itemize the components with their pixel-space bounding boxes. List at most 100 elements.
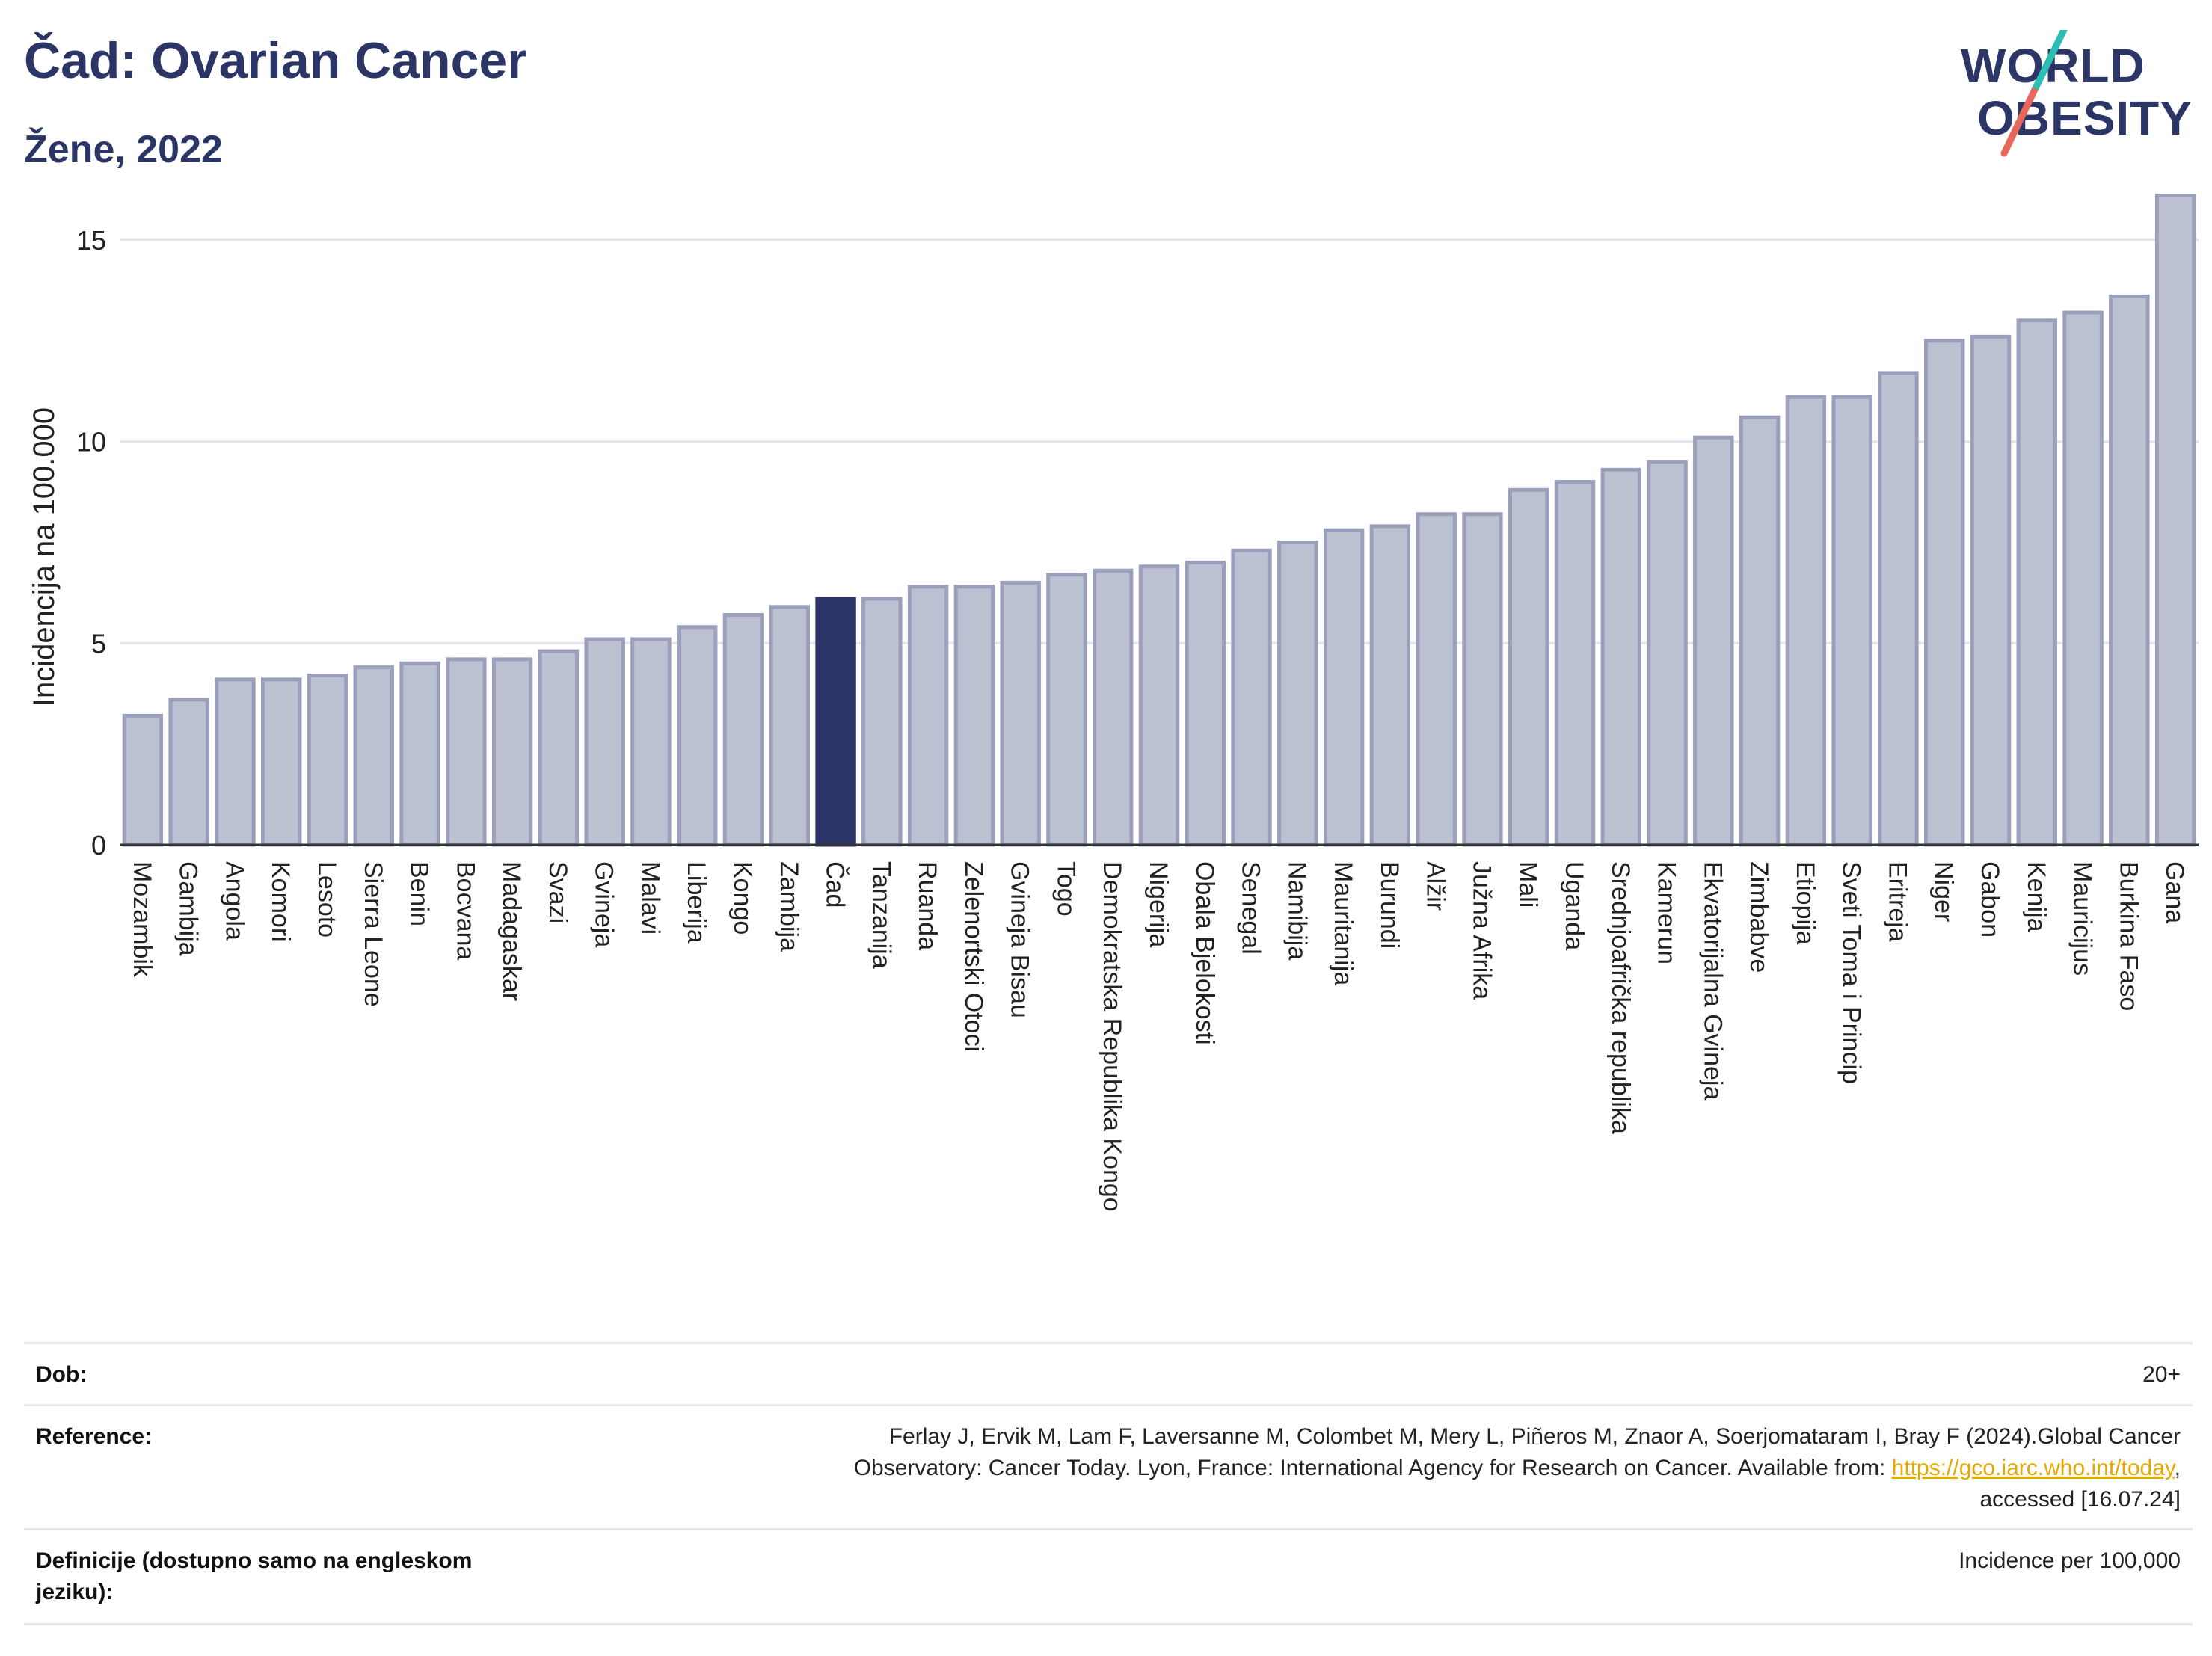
logo-slash-top bbox=[2030, 30, 2068, 95]
bar bbox=[1185, 560, 1226, 847]
bar bbox=[1277, 540, 1318, 847]
x-tick-label: Ekvatorijalna Gvineja bbox=[1698, 861, 1727, 1100]
bar bbox=[769, 605, 810, 847]
x-tick-label: Demokratska Republika Kongo bbox=[1098, 861, 1126, 1212]
y-tick-label: 5 bbox=[91, 628, 106, 659]
x-tick-label: Mali bbox=[1514, 861, 1542, 908]
bar bbox=[307, 673, 348, 847]
y-tick-label: 15 bbox=[76, 225, 106, 256]
bar bbox=[1093, 568, 1134, 847]
y-axis-label: Incidencija na 100.000 bbox=[28, 407, 61, 707]
x-tick-label: Zimbabve bbox=[1745, 861, 1773, 973]
bar bbox=[1046, 573, 1087, 847]
reference-link[interactable]: https://gco.iarc.who.int/today bbox=[1891, 1456, 2175, 1480]
x-tick-label: Malavi bbox=[636, 861, 664, 935]
bar bbox=[1416, 512, 1457, 847]
x-tick-label: Obala Bjelokosti bbox=[1191, 861, 1219, 1045]
meta-row-definitions: Definicije (dostupno samo na engleskom j… bbox=[24, 1528, 2193, 1625]
bar bbox=[2016, 318, 2057, 847]
x-tick-label: Gvineja bbox=[590, 861, 618, 947]
x-tick-label: Kenija bbox=[2022, 861, 2050, 932]
bar bbox=[861, 597, 903, 847]
bar bbox=[1785, 395, 1827, 847]
reference-line-2-comma: , bbox=[2174, 1456, 2181, 1480]
x-tick-label: Angola bbox=[220, 861, 248, 941]
bar bbox=[2109, 294, 2150, 847]
x-tick-label: Tanzanija bbox=[867, 861, 895, 969]
reference-line-1: Ferlay J, Ervik M, Lam F, Laversanne M, … bbox=[888, 1424, 2181, 1449]
x-tick-label: Gabon bbox=[1976, 861, 2004, 938]
definitions-value: Incidence per 100,000 bbox=[1958, 1548, 2181, 1573]
reference-line-2: Observatory: Cancer Today. Lyon, France:… bbox=[535, 1453, 2181, 1484]
bar bbox=[1924, 339, 1965, 847]
bar bbox=[1693, 435, 1734, 847]
bar bbox=[1508, 487, 1549, 847]
y-tick-label: 10 bbox=[76, 427, 106, 458]
bar bbox=[1138, 564, 1180, 847]
bar bbox=[630, 637, 672, 847]
age-label: Dob: bbox=[36, 1362, 87, 1387]
definitions-label: Definicije (dostupno samo na engleskom j… bbox=[36, 1545, 472, 1608]
reference-label: Reference: bbox=[36, 1424, 153, 1449]
x-tick-label: Namibija bbox=[1282, 861, 1311, 960]
bar bbox=[538, 649, 580, 847]
x-tick-label: Burundi bbox=[1375, 861, 1404, 949]
bar bbox=[1462, 512, 1503, 847]
bar bbox=[907, 585, 949, 847]
bar bbox=[353, 665, 394, 847]
x-tick-label: Bocvana bbox=[451, 861, 479, 960]
x-tick-label: Mauricijus bbox=[2068, 861, 2097, 976]
reference-value: Ferlay J, Ervik M, Lam F, Laversanne M, … bbox=[535, 1421, 2181, 1515]
x-tick-label: Komori bbox=[266, 861, 295, 942]
x-tick-label: Srednjoafrička republika bbox=[1606, 861, 1635, 1134]
x-tick-label: Lesoto bbox=[313, 861, 341, 938]
x-tick-labels: Mozambik Gambija Angola Komori Lesoto Sierra … bbox=[128, 861, 2189, 1212]
bar bbox=[399, 661, 440, 847]
x-tick-label: Sveti Toma i Princip bbox=[1837, 861, 1866, 1084]
x-tick-label: Kamerun bbox=[1653, 861, 1681, 964]
bar-chart: 0 5 10 15 Mozambik Gambija Angola Komori Lesoto… bbox=[28, 194, 2199, 1212]
y-tick-labels: 0 5 10 15 bbox=[76, 225, 106, 861]
bar bbox=[122, 713, 164, 847]
world-obesity-logo: WORLD OBESITY bbox=[1961, 30, 2192, 157]
x-tick-label: Zelenortski Otoci bbox=[959, 861, 988, 1052]
x-tick-label: Gvineja Bisau bbox=[1006, 861, 1034, 1018]
bar bbox=[722, 613, 764, 847]
x-tick-label: Nigerija bbox=[1144, 861, 1173, 947]
x-tick-label: Uganda bbox=[1560, 861, 1588, 950]
bar bbox=[1369, 524, 1411, 847]
reference-line-2-text: Observatory: Cancer Today. Lyon, France:… bbox=[853, 1456, 1892, 1480]
definitions-label-line-1: Definicije (dostupno samo na engleskom bbox=[36, 1548, 473, 1573]
bar bbox=[677, 625, 718, 847]
bar bbox=[1739, 415, 1781, 847]
bar bbox=[1554, 480, 1596, 847]
bar bbox=[446, 657, 487, 847]
bar bbox=[1647, 460, 1688, 847]
x-tick-label: Burkina Faso bbox=[2114, 861, 2142, 1011]
age-value: 20+ bbox=[2142, 1362, 2181, 1387]
bar bbox=[261, 677, 302, 847]
bar bbox=[1878, 371, 1919, 847]
x-tick-label: Južna Afrika bbox=[1467, 861, 1496, 1000]
x-tick-label: Zambija bbox=[775, 861, 803, 952]
bar bbox=[491, 657, 533, 847]
bars bbox=[120, 194, 2199, 847]
x-tick-label: Gana bbox=[2160, 861, 2189, 923]
bar bbox=[1000, 580, 1041, 847]
bar bbox=[1231, 548, 1272, 847]
logo-slash-bottom bbox=[2000, 87, 2038, 157]
bar bbox=[168, 698, 209, 847]
x-tick-label: Mozambik bbox=[128, 861, 156, 978]
meta-row-age: Dob: 20+ bbox=[24, 1342, 2193, 1404]
bar bbox=[584, 637, 625, 847]
bar bbox=[2062, 310, 2104, 847]
x-tick-label: Eritreja bbox=[1883, 861, 1911, 942]
reference-line-3: accessed [16.07.24] bbox=[1979, 1487, 2181, 1512]
x-tick-label: Senegal bbox=[1237, 861, 1265, 955]
bar bbox=[1831, 395, 1872, 847]
meta-row-reference: Reference: Ferlay J, Ervik M, Lam F, Lav… bbox=[24, 1404, 2193, 1528]
bar bbox=[2154, 194, 2196, 847]
x-tick-label: Etiopija bbox=[1791, 861, 1819, 945]
y-tick-label: 0 bbox=[91, 830, 106, 861]
x-tick-label: Ruanda bbox=[913, 861, 941, 950]
